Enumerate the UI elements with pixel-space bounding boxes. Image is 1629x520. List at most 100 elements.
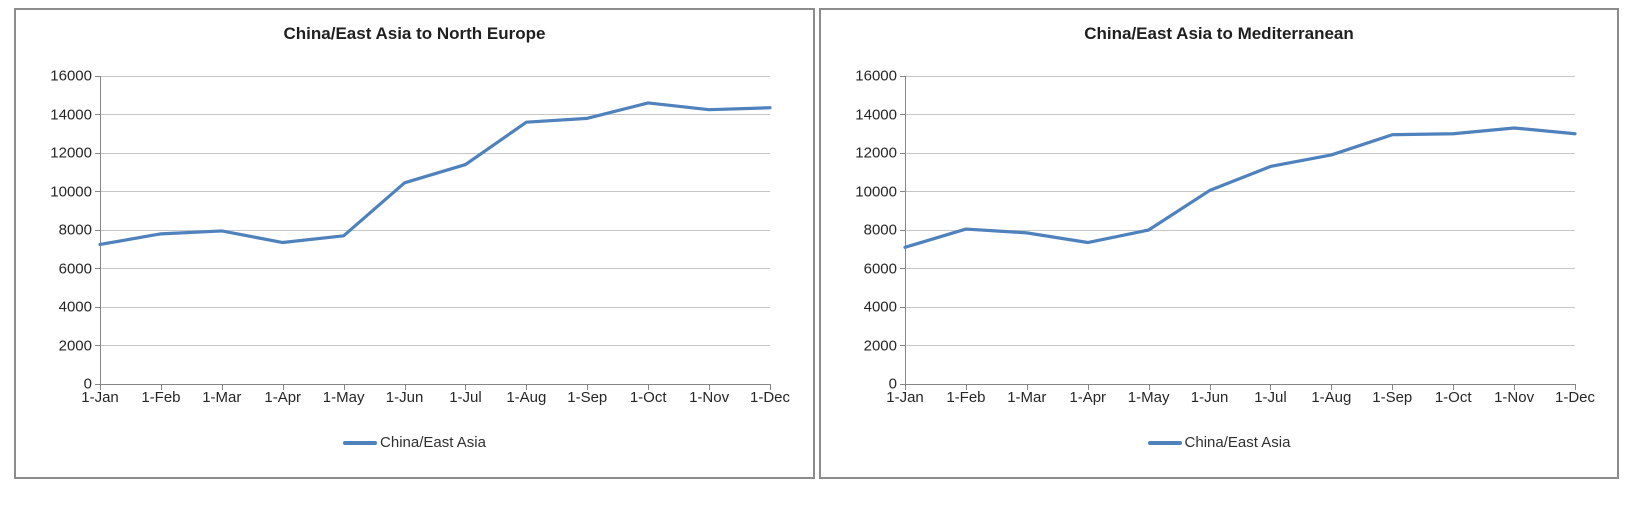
- x-axis-label: 1-Jan: [81, 389, 119, 406]
- y-axis-line: [905, 76, 906, 384]
- gridline: [100, 345, 770, 346]
- x-axis-tick: [404, 385, 406, 390]
- series-line: [98, 101, 772, 247]
- series-line: [903, 126, 1577, 249]
- x-axis-label: 1-Nov: [1494, 389, 1535, 406]
- gridline: [905, 75, 1575, 77]
- y-axis-tick: [95, 191, 100, 192]
- x-axis-tick: [221, 385, 223, 390]
- x-axis-tick: [965, 385, 967, 390]
- plot-area: 0 2000 4000 6000 8000 10000 12000 14000 16000 1-J…: [50, 69, 790, 407]
- x-axis-label: 1-Oct: [1434, 389, 1472, 406]
- y-axis-tick: [95, 383, 100, 385]
- y-axis-tick: [95, 306, 100, 308]
- y-axis-label: 14000: [50, 106, 92, 123]
- x-axis-label: 1-Dec: [1554, 389, 1595, 406]
- x-axis-label: 1-Dec: [749, 389, 790, 406]
- x-axis-tick: [1392, 385, 1394, 390]
- gridline: [100, 152, 770, 154]
- x-axis-label: 1-Feb: [141, 389, 181, 406]
- y-axis-label: 6000: [863, 260, 897, 277]
- x-axis-label: 1-Mar: [202, 389, 242, 406]
- gridline: [100, 268, 770, 269]
- y-axis-label: 8000: [863, 221, 897, 239]
- y-axis-label: 10000: [855, 183, 897, 200]
- series-line-chart: [903, 126, 1577, 249]
- x-axis-tick: [648, 385, 650, 390]
- y-axis-line: [100, 76, 101, 384]
- legend-line-marker: [1147, 440, 1182, 445]
- legend: China/East Asia: [821, 434, 1617, 451]
- y-axis-label: 4000: [58, 298, 92, 316]
- x-axis-tick: [343, 385, 345, 390]
- chart-panel-mediterranean: China/East Asia to Mediterranean 0 2000 40…: [819, 8, 1619, 479]
- y-axis-label: 12000: [50, 144, 92, 162]
- y-axis-label: 6000: [58, 260, 92, 277]
- x-axis-label: 1-Sep: [1372, 389, 1413, 406]
- gridline: [905, 191, 1575, 192]
- y-axis-label: 4000: [863, 298, 897, 316]
- x-axis-tick: [282, 385, 284, 390]
- y-axis-label: 8000: [58, 221, 92, 239]
- chart-title: China/East Asia to Mediterranean: [1084, 24, 1354, 43]
- x-axis-tick: [1209, 385, 1211, 390]
- gridline: [905, 114, 1575, 115]
- x-axis-line: [100, 384, 771, 385]
- x-axis-label: 1-Jan: [886, 389, 924, 406]
- y-axis-label: 14000: [855, 106, 897, 123]
- y-axis-tick: [900, 306, 905, 308]
- x-axis-label: 1-Feb: [946, 389, 986, 406]
- x-axis-tick: [160, 385, 162, 390]
- y-axis-label: 10000: [50, 183, 92, 200]
- x-axis-tick: [1453, 385, 1455, 390]
- y-axis-tick: [900, 75, 905, 77]
- gridline: [100, 306, 770, 308]
- y-axis-tick: [900, 268, 905, 269]
- chart-title: China/East Asia to North Europe: [283, 24, 546, 43]
- x-axis-label: 1-Jul: [449, 389, 482, 406]
- x-axis-tick: [100, 385, 101, 390]
- gridline: [905, 345, 1575, 346]
- y-axis-label: 16000: [855, 67, 897, 85]
- y-axis-label: 16000: [50, 67, 92, 85]
- y-axis-tick: [900, 229, 905, 231]
- y-axis-label: 0: [83, 375, 92, 393]
- gridline: [905, 152, 1575, 154]
- y-axis-label: 2000: [58, 337, 92, 354]
- x-axis-tick: [1026, 385, 1028, 390]
- chart-panel-north-europe: China/East Asia to North Europe 0 2000 400…: [14, 8, 815, 479]
- x-axis-label: 1-Nov: [689, 389, 730, 406]
- x-axis-tick: [1087, 385, 1089, 390]
- legend-series-label: China/East Asia: [380, 434, 486, 451]
- x-axis-tick: [1331, 385, 1333, 390]
- x-axis-label: 1-Aug: [506, 389, 547, 406]
- y-axis-label: 0: [888, 375, 897, 393]
- x-axis-label: 1-Apr: [264, 389, 302, 406]
- y-axis-tick: [95, 268, 100, 269]
- y-axis-tick: [95, 345, 100, 346]
- x-axis-tick: [587, 385, 589, 390]
- x-axis-label: 1-Jun: [1190, 389, 1229, 406]
- legend-line-marker: [343, 440, 378, 445]
- y-axis-tick: [95, 114, 100, 115]
- x-axis-label: 1-Jun: [385, 389, 424, 406]
- x-axis-tick: [1514, 385, 1516, 390]
- series-line-chart: [98, 101, 772, 247]
- y-axis-tick: [900, 383, 905, 385]
- y-axis-tick: [900, 152, 905, 154]
- gridline: [100, 229, 770, 231]
- x-axis-tick: [1148, 385, 1150, 390]
- x-axis-label: 1-Mar: [1007, 389, 1047, 406]
- x-axis-label: 1-Oct: [629, 389, 667, 406]
- y-axis-tick: [95, 152, 100, 154]
- y-axis-tick: [900, 345, 905, 346]
- gridline: [100, 191, 770, 192]
- y-axis-label: 2000: [863, 337, 897, 354]
- x-axis-tick: [465, 385, 467, 390]
- x-axis-tick: [770, 385, 771, 390]
- gridline: [905, 306, 1575, 308]
- legend: China/East Asia: [16, 434, 813, 451]
- x-axis-tick: [709, 385, 711, 390]
- gridline: [905, 268, 1575, 269]
- x-axis-tick: [1270, 385, 1272, 390]
